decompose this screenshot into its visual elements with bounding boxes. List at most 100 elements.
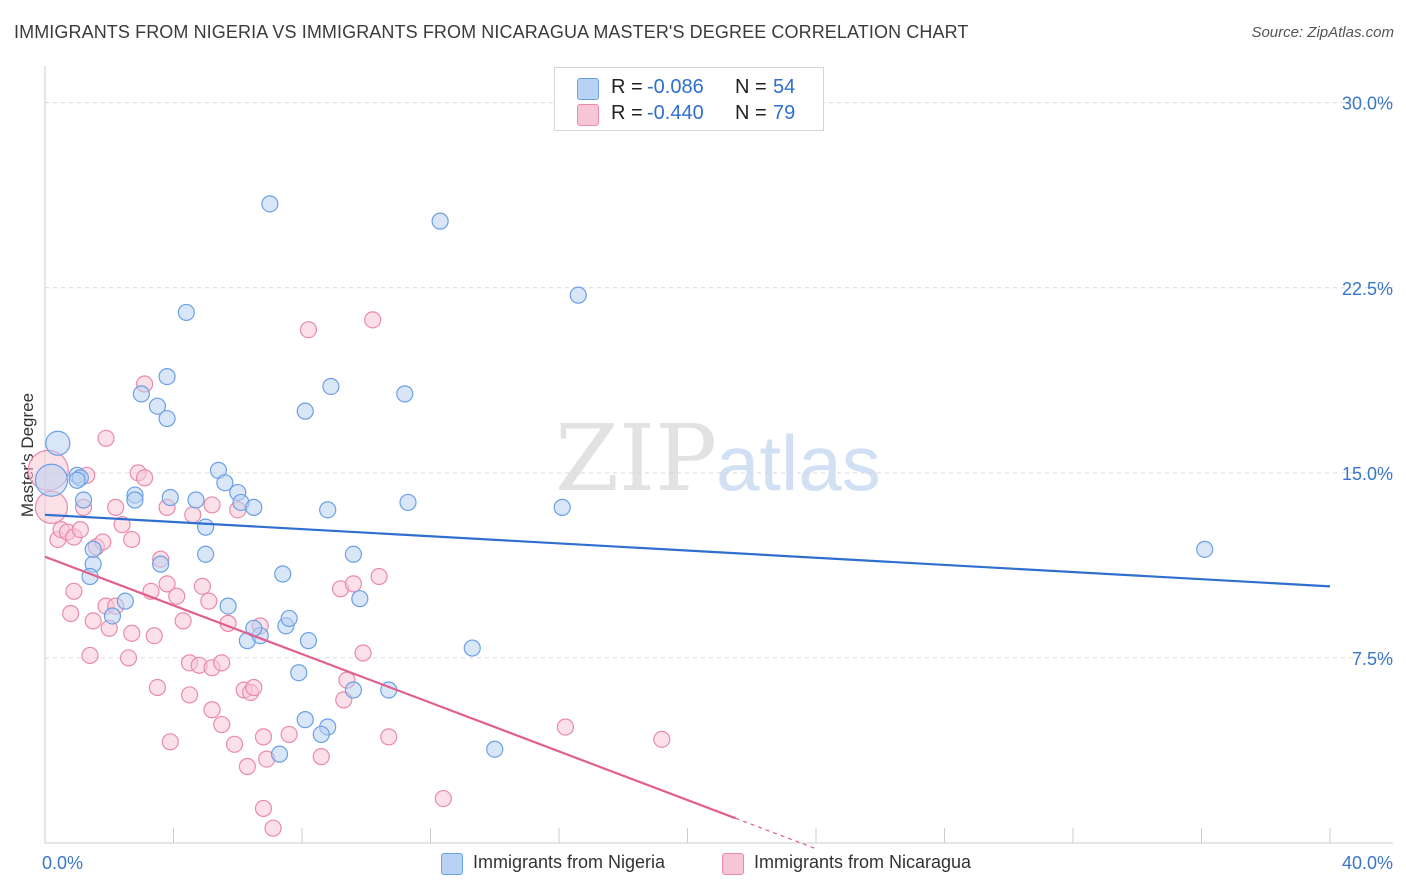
- nicaragua-point: [62, 604, 80, 623]
- nicaragua-point: [364, 311, 382, 329]
- nigeria-point: [296, 711, 314, 729]
- legend-label-nicaragua: Immigrants from Nicaragua: [754, 852, 972, 872]
- nicaragua-point: [168, 587, 186, 605]
- nigeria-point: [463, 639, 481, 657]
- nigeria-point: [1196, 540, 1214, 558]
- nigeria-point: [299, 632, 318, 650]
- nicaragua-point: [135, 469, 154, 487]
- nigeria-point: [344, 681, 362, 699]
- nicaragua-point: [123, 530, 141, 549]
- nicaragua-point: [158, 575, 176, 593]
- nicaragua-point: [238, 757, 256, 776]
- y-tick-label: 22.5%: [1342, 279, 1393, 299]
- watermark-zip: ZIP: [555, 405, 717, 512]
- nigeria-point: [569, 286, 587, 304]
- nicaragua-point: [113, 516, 131, 534]
- legend-swatch-nigeria: [441, 853, 463, 875]
- nicaragua-point: [193, 577, 212, 595]
- legend-label-nigeria: Immigrants from Nigeria: [473, 852, 666, 872]
- nicaragua-point: [65, 582, 83, 600]
- nicaragua-point: [107, 498, 125, 516]
- nicaragua-point: [264, 819, 282, 837]
- nicaragua-point: [180, 686, 199, 704]
- nicaragua-point: [344, 575, 362, 593]
- nigeria-point: [161, 488, 179, 507]
- y-tick-label: 30.0%: [1342, 94, 1393, 114]
- nicaragua-point: [81, 646, 99, 665]
- nigeria-point: [45, 430, 71, 456]
- y-tick-label: 7.5%: [1352, 649, 1393, 669]
- nigeria-point: [322, 377, 340, 396]
- nigeria-point: [270, 745, 289, 763]
- nicaragua-point: [370, 567, 388, 586]
- nigeria-point: [152, 555, 170, 573]
- nigeria-point: [431, 212, 449, 230]
- nigeria-point: [245, 498, 263, 516]
- nigeria-point: [103, 607, 122, 625]
- legend-r-label: R =: [611, 76, 643, 98]
- chart-title: IMMIGRANTS FROM NIGERIA VS IMMIGRANTS FR…: [14, 22, 969, 42]
- nicaragua-point: [213, 654, 231, 672]
- nicaragua-point: [380, 728, 398, 746]
- zipatlas-watermark: ZIP atlas: [555, 405, 881, 512]
- nigeria-point: [290, 664, 308, 682]
- nigeria-point: [486, 740, 504, 758]
- nigeria-point: [84, 540, 102, 558]
- nicaragua-point: [71, 520, 89, 539]
- nicaragua-point: [203, 496, 221, 514]
- nigeria-point: [132, 385, 150, 403]
- nigeria-point: [319, 501, 337, 519]
- nicaragua-trend-line: [44, 555, 737, 820]
- nicaragua-point: [556, 718, 575, 736]
- nigeria-points: [34, 195, 1214, 763]
- nigeria-point: [187, 491, 205, 509]
- nicaragua-point: [119, 649, 138, 667]
- nicaragua-point: [174, 612, 192, 630]
- nicaragua-point: [184, 506, 202, 524]
- legend-r-value: -0.440: [647, 102, 704, 124]
- nicaragua-point: [653, 730, 671, 748]
- nigeria-point: [399, 493, 417, 512]
- legend-n-label: N =: [735, 76, 767, 98]
- y-tick-label: 15.0%: [1342, 464, 1393, 484]
- nicaragua-point: [200, 592, 218, 610]
- nigeria-point: [296, 402, 314, 420]
- legend-n-value: 54: [773, 76, 796, 98]
- nigeria-point: [280, 609, 298, 628]
- nigeria-point: [553, 498, 571, 516]
- nigeria-point: [396, 385, 414, 403]
- nigeria-point: [177, 303, 195, 322]
- series-legend: Immigrants from Nigeria Immigrants from …: [0, 851, 1406, 879]
- nigeria-point: [158, 409, 176, 428]
- legend-n-label: N =: [735, 102, 767, 124]
- legend-swatch-nigeria: [577, 78, 599, 100]
- nicaragua-point: [148, 678, 167, 697]
- chart-source: Source: ZipAtlas.com: [1251, 24, 1394, 41]
- nicaragua-point: [254, 799, 273, 818]
- nicaragua-point: [299, 321, 318, 339]
- tick-labels: 7.5% 15.0% 22.5% 30.0% 0.0% 40.0%: [42, 94, 1393, 873]
- nigeria-point: [68, 471, 86, 489]
- nigeria-point: [34, 463, 69, 497]
- nigeria-point: [274, 565, 292, 583]
- nigeria-point: [261, 195, 279, 213]
- nicaragua-trend-extension: [735, 817, 817, 850]
- nicaragua-point: [161, 733, 179, 751]
- nigeria-point: [197, 518, 215, 536]
- nicaragua-point: [84, 612, 102, 630]
- nicaragua-point: [145, 627, 163, 645]
- legend-n-value: 79: [773, 102, 796, 124]
- nigeria-point: [219, 597, 237, 615]
- nicaragua-point: [434, 789, 452, 808]
- nicaragua-point: [312, 748, 330, 766]
- nicaragua-point: [254, 728, 273, 746]
- watermark-atlas: atlas: [716, 419, 881, 507]
- nicaragua-point: [225, 735, 244, 753]
- nigeria-point: [312, 725, 330, 744]
- legend-swatch-nicaragua: [722, 853, 744, 875]
- nicaragua-point: [354, 644, 372, 662]
- nigeria-trend-line: [44, 513, 1331, 588]
- nigeria-point: [216, 474, 234, 492]
- nigeria-point: [344, 545, 362, 563]
